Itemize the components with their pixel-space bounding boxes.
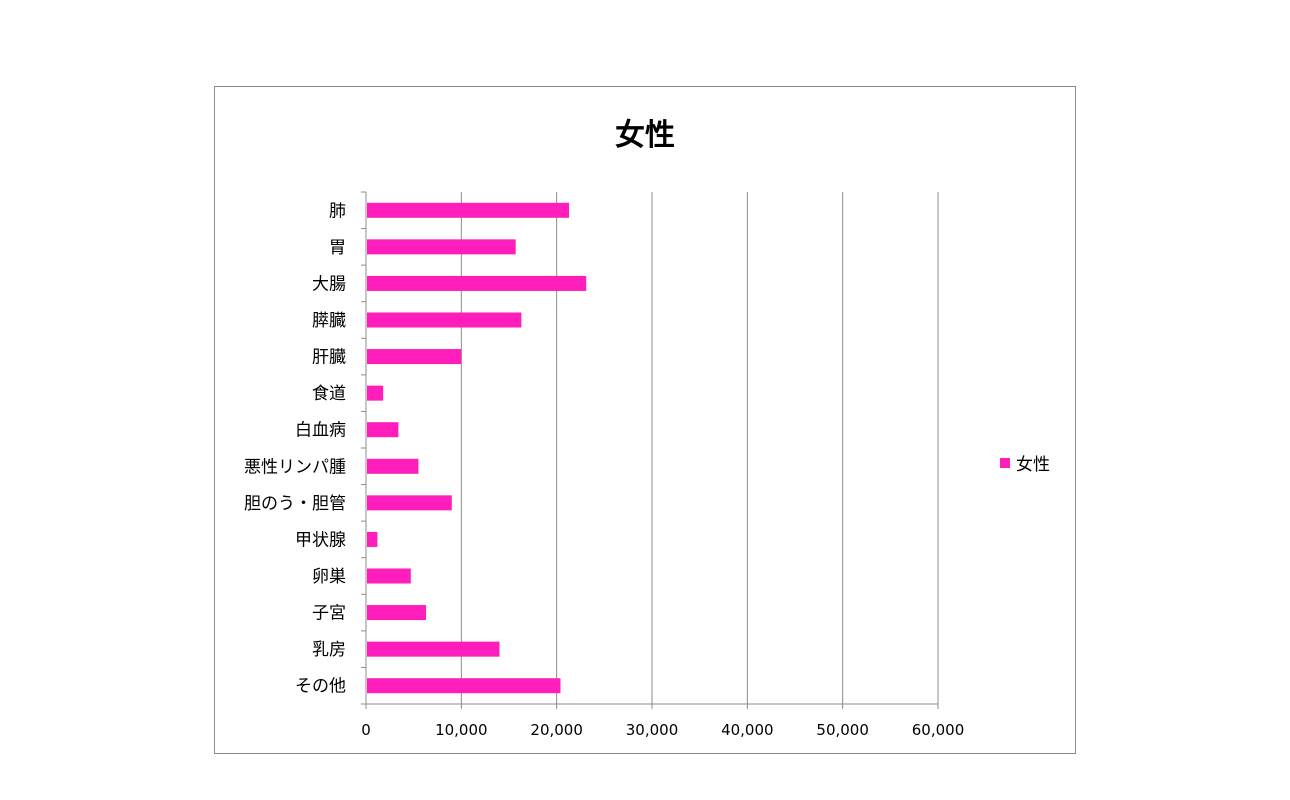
- legend-swatch: [1000, 457, 1010, 468]
- y-tick-label: 卵巣: [312, 567, 346, 587]
- y-tick-label: 大腸: [312, 274, 346, 294]
- bar: [367, 678, 561, 694]
- y-tick-label: 白血病: [295, 421, 346, 441]
- x-tick-label: 10,000: [435, 721, 488, 739]
- y-tick-label: その他: [295, 677, 346, 697]
- y-tick-label: 子宮: [312, 604, 346, 624]
- y-tick-label: 肺: [329, 201, 346, 221]
- bar: [367, 312, 522, 328]
- y-tick-label: 悪性リンパ腫: [244, 457, 346, 477]
- bar: [367, 275, 587, 291]
- y-tick-label: 胃: [329, 238, 346, 258]
- legend-label: 女性: [1016, 455, 1050, 475]
- y-tick-label: 乳房: [312, 640, 346, 660]
- y-tick-label: 甲状腺: [295, 530, 346, 550]
- bar: [367, 605, 427, 621]
- x-tick-label: 0: [361, 721, 371, 739]
- y-tick-label: 肝臓: [312, 348, 346, 368]
- x-tick-label: 20,000: [530, 721, 583, 739]
- x-tick-label: 50,000: [816, 721, 869, 739]
- x-tick-label: 40,000: [721, 721, 774, 739]
- bar: [367, 349, 462, 365]
- bar: [367, 495, 452, 511]
- chart-area: [214, 86, 1076, 754]
- bar: [367, 458, 419, 474]
- x-tick-label: 30,000: [626, 721, 679, 739]
- bar: [367, 239, 516, 255]
- y-tick-label: 胆のう・胆管: [244, 494, 346, 514]
- x-tick-label: 60,000: [912, 721, 965, 739]
- y-tick-label: 膵臓: [312, 311, 346, 331]
- bar: [367, 531, 378, 547]
- bar: [367, 422, 399, 438]
- bar: [367, 385, 384, 401]
- bar: [367, 641, 500, 657]
- bar: [367, 568, 411, 584]
- bar: [367, 202, 570, 218]
- chart-title: 女性: [615, 118, 675, 153]
- legend: 女性: [1000, 450, 1050, 475]
- y-tick-label: 食道: [312, 384, 346, 404]
